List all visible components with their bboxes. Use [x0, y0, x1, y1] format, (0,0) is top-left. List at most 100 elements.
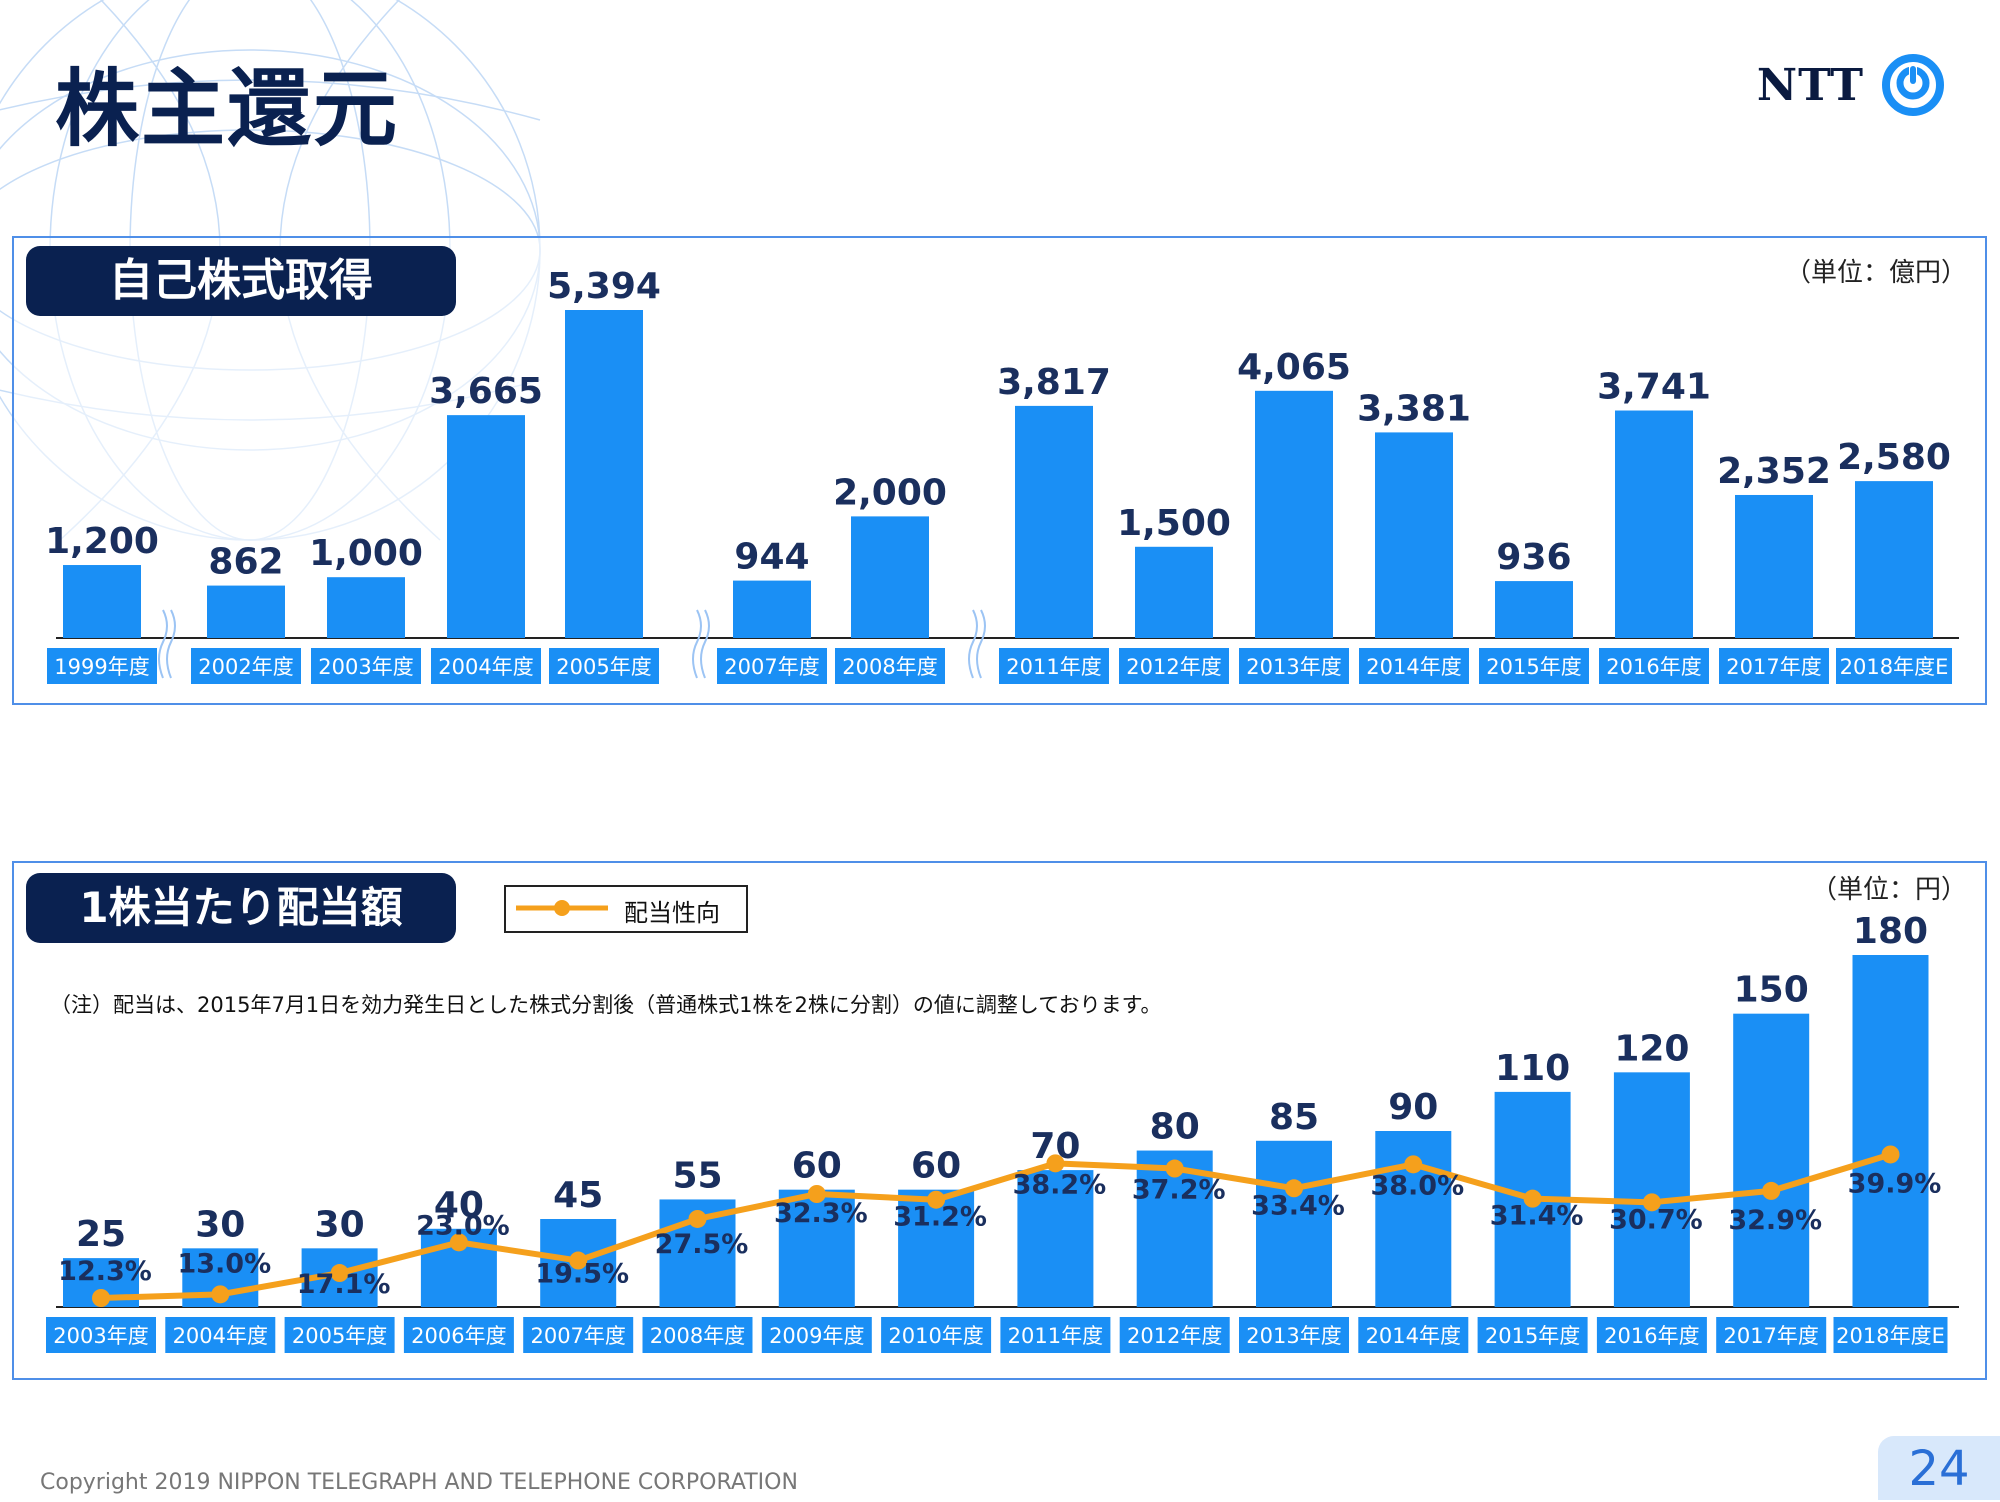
category-tab	[999, 648, 1109, 684]
category-label: 2003年度	[53, 1324, 148, 1348]
payout-ratio-label: 31.4%	[1490, 1201, 1584, 1232]
category-label: 2002年度	[198, 655, 293, 679]
category-tab	[1599, 648, 1709, 684]
buyback-value-label: 944	[734, 537, 809, 578]
buyback-value-label: 2,000	[833, 472, 947, 513]
axis-break-stroke	[166, 609, 176, 679]
axis-break-stroke	[158, 609, 168, 679]
legend-line-marker-icon	[516, 900, 608, 916]
payout-ratio-point	[1046, 1154, 1065, 1173]
category-label: 2005年度	[556, 655, 651, 679]
payout-ratio-label: 38.0%	[1370, 1170, 1464, 1201]
category-label: 2010年度	[888, 1324, 983, 1348]
axis-break-stroke	[692, 609, 702, 679]
category-tab	[717, 648, 827, 684]
buyback-value-label: 1,000	[309, 533, 423, 574]
buyback-value-label: 936	[1496, 537, 1571, 578]
buyback-bar	[1375, 432, 1453, 638]
category-label: 2015年度	[1486, 655, 1581, 679]
page-number: 24	[1878, 1436, 2000, 1500]
dividend-bar	[1852, 955, 1929, 1307]
copyright: Copyright 2019 NIPPON TELEGRAPH AND TELE…	[40, 1470, 798, 1495]
category-label: 2004年度	[438, 655, 533, 679]
category-tab	[1477, 1317, 1588, 1353]
payout-ratio-point	[1285, 1179, 1303, 1198]
buyback-bar	[207, 585, 285, 638]
axis-break-stroke	[968, 609, 978, 679]
category-tab	[431, 648, 541, 684]
buyback-value-label: 4,065	[1237, 347, 1351, 388]
dividend-value-label: 45	[553, 1175, 603, 1216]
category-tab	[1719, 648, 1829, 684]
dividend-value-label: 60	[792, 1146, 842, 1187]
buyback-bar	[63, 565, 141, 638]
payout-ratio-point	[449, 1233, 468, 1252]
category-label: 2012年度	[1126, 655, 1221, 679]
category-tab	[881, 1317, 992, 1353]
dividend-bar	[1733, 1013, 1810, 1307]
dividend-bar	[1017, 1170, 1094, 1307]
category-label: 2008年度	[842, 655, 937, 679]
dividend-value-label: 120	[1614, 1028, 1689, 1069]
buyback-value-label: 2,352	[1717, 451, 1831, 492]
dividend-bar	[1256, 1140, 1332, 1307]
dividend-value-label: 55	[672, 1155, 722, 1196]
category-label: 2004年度	[173, 1324, 268, 1348]
category-label: 2013年度	[1246, 655, 1341, 679]
category-tab	[403, 1317, 514, 1353]
payout-ratio-label: 38.2%	[1013, 1169, 1107, 1200]
dividend-value-label: 60	[911, 1146, 961, 1187]
buyback-value-label: 2,580	[1837, 437, 1951, 478]
axis-break-icon	[158, 609, 176, 679]
buyback-bar	[565, 310, 643, 638]
category-tab	[642, 1317, 753, 1353]
category-label: 2013年度	[1246, 1324, 1341, 1348]
payout-ratio-label: 33.4%	[1251, 1190, 1345, 1221]
buyback-bar	[851, 516, 929, 638]
payout-ratio-label: 19.5%	[535, 1259, 629, 1290]
axis-break-stroke	[976, 609, 986, 679]
dividend-value-label: 30	[195, 1204, 245, 1245]
category-tab	[1239, 1317, 1349, 1353]
category-tab	[761, 1317, 872, 1353]
buyback-panel: 1,200 1999年度 862 2002年度 1,000 2003年度 3,665 2004…	[12, 236, 1987, 705]
category-label: 2018年度E	[1840, 655, 1949, 679]
category-label: 2017年度	[1726, 655, 1821, 679]
dividend-unit: （単位：円）	[1810, 875, 1967, 905]
page-title: 株主還元	[55, 60, 400, 158]
dividend-panel: 25 2003年度 30 2004年度 30 2005年度 40 2006年度 45 2007年度…	[12, 861, 1987, 1380]
buyback-chart: 1,200 1999年度 862 2002年度 1,000 2003年度 3,665 2004…	[45, 266, 1959, 684]
buyback-bar	[1495, 581, 1573, 638]
category-tab	[835, 648, 945, 684]
payout-ratio-point	[1642, 1193, 1661, 1212]
axis-break-stroke	[700, 609, 710, 679]
payout-ratio-point	[1165, 1159, 1184, 1178]
category-label: 2008年度	[650, 1324, 745, 1348]
dividend-value-label: 25	[76, 1214, 126, 1255]
category-tab	[47, 648, 157, 684]
dividend-value-label: 180	[1853, 911, 1928, 952]
legend: 配当性向	[504, 885, 748, 933]
buyback-value-label: 1,500	[1117, 503, 1231, 544]
axis-break-icon	[968, 609, 986, 679]
buyback-bar	[447, 415, 525, 638]
note: （注）配当は、2015年7月1日を効力発生日とした株式分割後（普通株式1株を2株…	[50, 993, 1162, 1017]
payout-ratio-label: 23.0%	[416, 1210, 510, 1241]
category-label: 2017年度	[1723, 1324, 1818, 1348]
category-label: 2007年度	[724, 655, 819, 679]
payout-ratio-label: 32.3%	[774, 1198, 868, 1229]
dividend-value-label: 80	[1150, 1107, 1200, 1148]
category-label: 2005年度	[292, 1324, 387, 1348]
buyback-value-label: 3,741	[1597, 367, 1711, 408]
category-tab	[1359, 648, 1469, 684]
buyback-bar	[1255, 390, 1333, 638]
category-tab	[1596, 1317, 1707, 1353]
category-label: 2014年度	[1366, 655, 1461, 679]
payout-ratio-point	[569, 1251, 588, 1270]
category-tab	[1836, 648, 1952, 684]
category-label: 2006年度	[411, 1324, 506, 1348]
buyback-value-label: 862	[208, 542, 283, 583]
buyback-bar	[1855, 481, 1933, 638]
category-tab	[311, 648, 421, 684]
dividend-value-label: 110	[1495, 1048, 1570, 1089]
